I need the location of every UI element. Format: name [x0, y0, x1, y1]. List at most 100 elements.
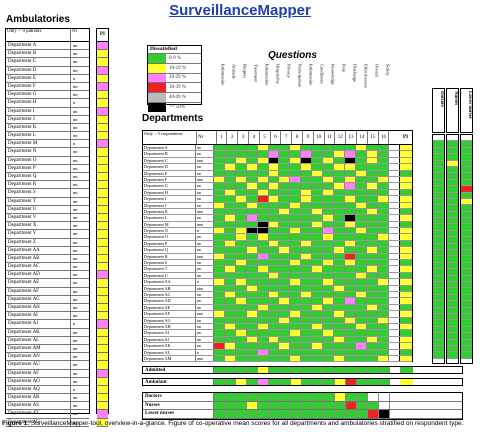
score-cell [323, 176, 335, 183]
ambulatory-count: nn [73, 92, 78, 98]
department-name: Department T [143, 266, 196, 272]
ambulatory-row: Department AE nn [6, 279, 89, 288]
group-cell [269, 410, 280, 418]
score-cell [367, 291, 379, 298]
row-gap [389, 247, 399, 252]
score-cell [224, 170, 236, 176]
row-gap [389, 190, 399, 195]
score-cell [356, 272, 368, 279]
department-count: nn [196, 304, 214, 311]
row-gap [389, 183, 399, 188]
score-cell [312, 215, 324, 221]
group-cell [236, 401, 247, 410]
legend-swatch [148, 54, 166, 63]
role-cell [461, 243, 472, 251]
group-cell [357, 401, 368, 410]
respondent-group-row: Nurses [143, 401, 462, 411]
score-cell [257, 221, 269, 228]
strip-cell [379, 379, 390, 385]
ambulatory-count: nn [73, 288, 78, 294]
ambulatory-count: nn [73, 133, 78, 139]
score-cell [345, 298, 357, 304]
ambulatory-name: Department B [6, 50, 71, 58]
score-cell [224, 145, 236, 151]
department-pi-cell [398, 170, 412, 176]
department-pi-cell [398, 330, 412, 336]
department-name: Department AM [143, 355, 196, 362]
score-cell [279, 266, 291, 272]
department-count: nn [196, 343, 214, 349]
score-cell [235, 279, 247, 285]
score-cell [356, 311, 368, 317]
score-cell [279, 279, 291, 285]
strip-cell [324, 367, 335, 373]
score-cell [323, 291, 335, 298]
group-cell [302, 393, 313, 401]
legend-item: 40-49 % [148, 92, 201, 102]
score-cell [224, 266, 236, 272]
score-cell [334, 151, 346, 157]
score-cell [279, 228, 291, 234]
row-gap [389, 222, 399, 227]
question-header: Conditions [319, 64, 325, 84]
score-cell [224, 317, 236, 323]
admitted-row: Admitted [142, 366, 463, 374]
score-cell [367, 317, 379, 323]
score-cell [235, 330, 247, 336]
department-pi-cell [398, 208, 412, 215]
ambulatory-pi-cell [97, 287, 108, 296]
role-cell [433, 141, 444, 148]
score-cell [246, 183, 258, 189]
role-cell [461, 218, 472, 225]
ambulatory-pi-cell [97, 353, 108, 362]
score-cell [378, 260, 389, 266]
department-count: nn [196, 170, 214, 176]
department-name: Department R [143, 253, 196, 260]
score-cell [334, 311, 346, 317]
score-cell [290, 349, 302, 355]
department-pi-cell [398, 298, 412, 304]
score-cell [312, 208, 324, 215]
score-cell [257, 311, 269, 317]
score-cell [246, 240, 258, 247]
question-number: 15 [368, 131, 379, 144]
legend-label: 0-9 % [169, 55, 182, 61]
score-cell [213, 349, 225, 355]
role-cell [461, 301, 472, 308]
ambulatories-pi-column: PI [96, 28, 109, 427]
role-cell [447, 326, 458, 334]
score-cell [279, 330, 291, 336]
ambulatory-count: nn [73, 223, 78, 229]
group-cell [214, 410, 225, 418]
ambulatory-pi-cell [97, 394, 108, 403]
score-cell [246, 311, 258, 317]
strip-cell [280, 379, 291, 385]
role-cell [447, 230, 458, 238]
score-cell [257, 176, 269, 183]
score-cell [235, 247, 247, 253]
score-cell [312, 272, 324, 279]
score-cell [257, 234, 269, 240]
score-cell [279, 304, 291, 311]
score-cell [246, 176, 258, 183]
score-cell [224, 183, 236, 189]
ambulatory-pi-cell [97, 377, 108, 386]
role-cell [461, 166, 472, 174]
ambulatory-count: nn [73, 214, 78, 220]
ambulatory-row: Department AO nn [6, 377, 89, 386]
score-cell [323, 215, 335, 221]
question-number: 11 [325, 131, 336, 144]
score-cell [213, 291, 225, 298]
score-cell [367, 234, 379, 240]
department-name: Department A [143, 145, 196, 151]
department-count: nn [196, 323, 214, 330]
score-cell [279, 343, 291, 349]
score-cell [268, 247, 280, 253]
score-cell [345, 170, 357, 176]
score-cell [367, 183, 379, 189]
ambulatory-pi-cell [97, 148, 108, 157]
role-column [460, 134, 473, 364]
